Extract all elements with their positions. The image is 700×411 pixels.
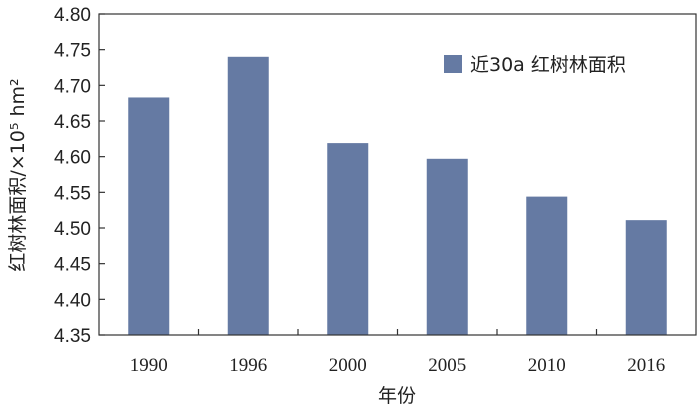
- bar-2005: [426, 158, 468, 335]
- y-axis-title: 红树林面积/×10⁵ hm²: [7, 78, 29, 271]
- y-tick-label: 4.45: [54, 255, 91, 276]
- y-tick-label: 4.50: [54, 219, 91, 240]
- x-tick-label: 2005: [428, 355, 466, 376]
- x-tick-label: 1996: [229, 355, 267, 376]
- bar-2000: [327, 143, 369, 335]
- legend-label: 近30a 红树林面积: [470, 54, 626, 76]
- x-tick-label: 2010: [528, 355, 566, 376]
- bar-2010: [526, 196, 568, 335]
- y-tick-label: 4.35: [54, 326, 91, 347]
- y-tick-label: 4.75: [54, 41, 91, 62]
- bar-1996: [227, 56, 269, 336]
- y-tick-label: 4.65: [54, 112, 91, 133]
- legend-swatch: [444, 55, 462, 73]
- plot-frame: [98, 13, 697, 336]
- legend: 近30a 红树林面积: [444, 54, 626, 76]
- x-axis-ticks: 1990 1996 2000 2005 2010 2016: [130, 329, 665, 376]
- y-tick-label: 4.40: [54, 290, 91, 311]
- bar-2016: [625, 220, 667, 335]
- y-tick-label: 4.70: [54, 76, 91, 97]
- y-tick-label: 4.60: [54, 148, 91, 169]
- x-tick-label: 2000: [329, 355, 367, 376]
- bar-series: [128, 56, 667, 336]
- bar-1990: [128, 97, 170, 336]
- x-axis-title: 年份: [378, 385, 416, 407]
- y-tick-label: 4.55: [54, 183, 91, 204]
- y-axis-ticks: 4.35 4.40 4.45 4.50 4.55 4.60 4.65 4.70 4.75 4.80: [54, 5, 105, 347]
- y-tick-label: 4.80: [54, 5, 91, 26]
- x-tick-label: 2016: [627, 355, 665, 376]
- x-tick-label: 1990: [130, 355, 168, 376]
